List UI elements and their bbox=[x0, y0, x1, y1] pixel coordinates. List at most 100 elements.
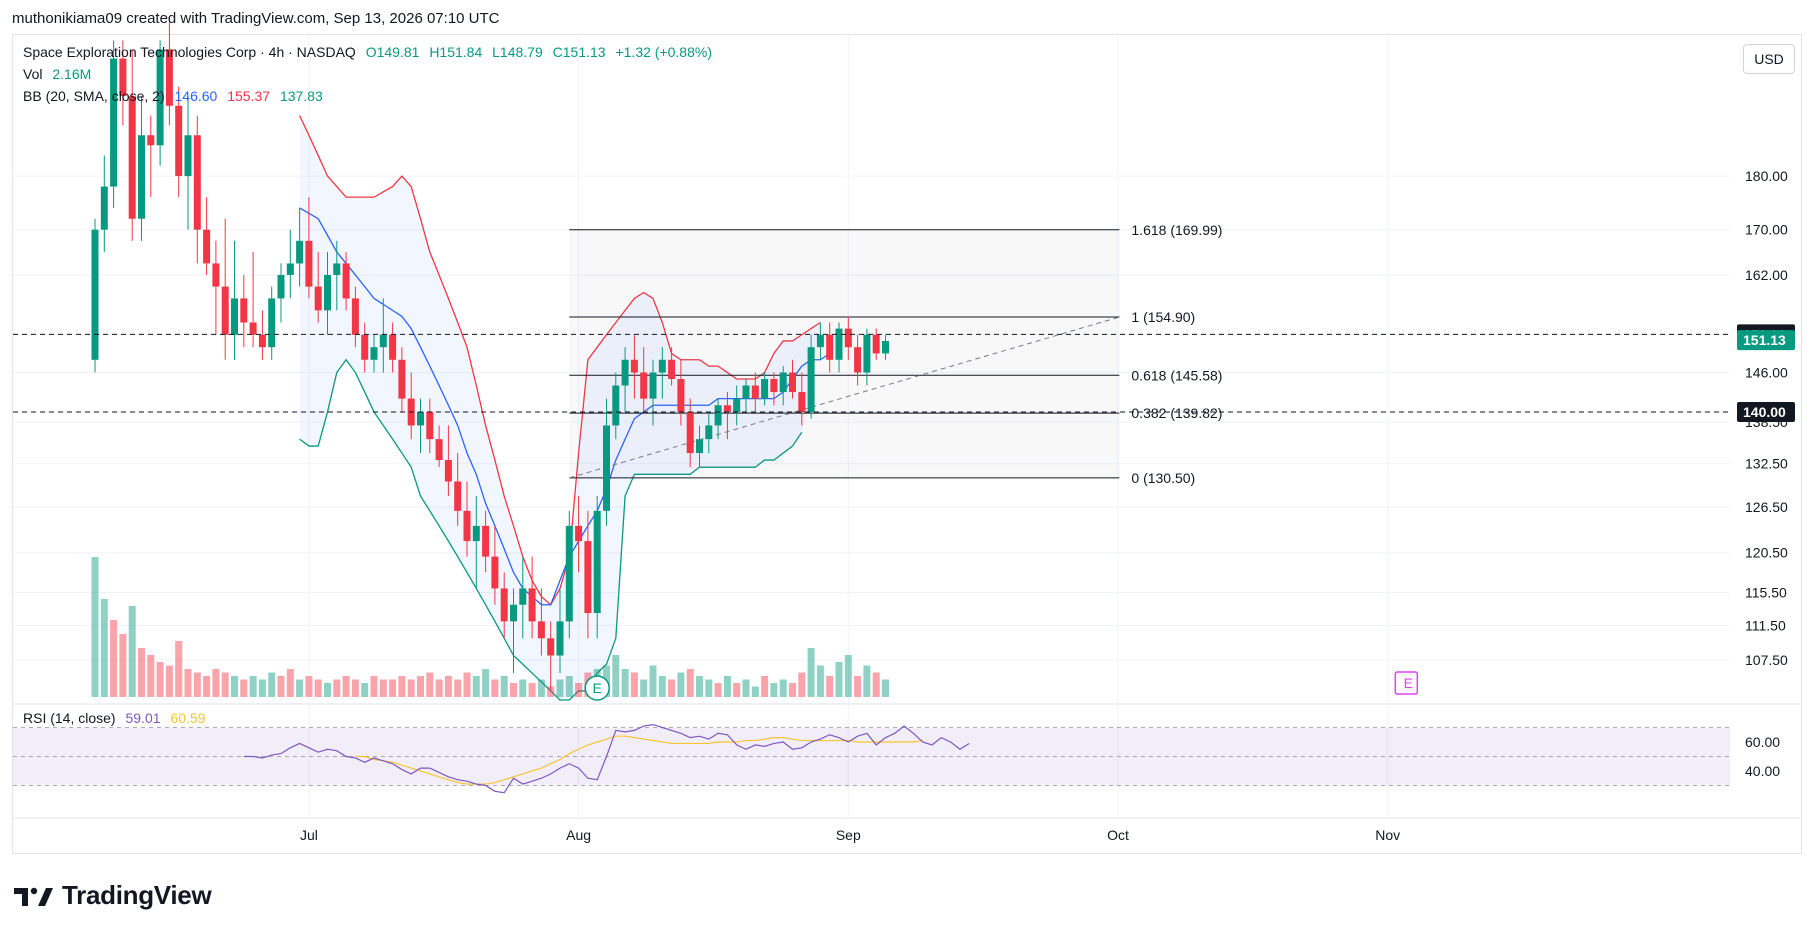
candle-body[interactable] bbox=[314, 286, 322, 311]
candle-body[interactable] bbox=[240, 298, 248, 323]
candle-body[interactable] bbox=[147, 135, 155, 146]
candle-body[interactable] bbox=[249, 322, 257, 335]
candle-body[interactable] bbox=[435, 439, 443, 461]
candle-body[interactable] bbox=[389, 334, 397, 360]
candle-body[interactable] bbox=[770, 379, 778, 393]
candle-body[interactable] bbox=[807, 347, 815, 412]
candle-body[interactable] bbox=[714, 405, 722, 426]
rsi-legend[interactable]: RSI (14, close) 59.01 60.59 bbox=[23, 710, 211, 726]
trendline[interactable] bbox=[569, 316, 1120, 479]
earnings-marker[interactable]: E bbox=[584, 675, 610, 701]
candle-body[interactable] bbox=[500, 588, 508, 622]
candle-body[interactable] bbox=[751, 385, 759, 399]
candle-body[interactable] bbox=[537, 621, 545, 639]
candle-body[interactable] bbox=[184, 135, 192, 177]
symbol-name[interactable]: Space Exploration Technologies Corp · 4h… bbox=[23, 44, 356, 60]
candle-body[interactable] bbox=[258, 334, 266, 348]
candle-body[interactable] bbox=[361, 334, 369, 360]
candle-body[interactable] bbox=[863, 334, 871, 373]
candle-body[interactable] bbox=[221, 286, 229, 335]
candle-body[interactable] bbox=[603, 425, 610, 511]
candle-body[interactable] bbox=[816, 334, 824, 348]
bb-legend[interactable]: BB (20, SMA, close, 2) 146.60 155.37 137… bbox=[23, 88, 329, 104]
candle-body[interactable] bbox=[119, 58, 127, 97]
candle-body[interactable] bbox=[696, 439, 703, 454]
candle-body[interactable] bbox=[417, 411, 424, 426]
candle-body[interactable] bbox=[426, 411, 434, 440]
candle-body[interactable] bbox=[733, 398, 741, 412]
candle-body[interactable] bbox=[296, 240, 304, 264]
candle-body[interactable] bbox=[668, 359, 676, 380]
candle-body[interactable] bbox=[324, 274, 331, 311]
candle-body[interactable] bbox=[621, 359, 629, 386]
candle-body[interactable] bbox=[370, 347, 378, 360]
candle-body[interactable] bbox=[519, 588, 527, 605]
candle-body[interactable] bbox=[491, 556, 499, 589]
volume-bars bbox=[91, 557, 889, 697]
tradingview-logo[interactable]: TradingView bbox=[14, 880, 212, 911]
candle-body[interactable] bbox=[742, 385, 750, 399]
candle-body[interactable] bbox=[277, 274, 285, 299]
candle-body[interactable] bbox=[556, 621, 564, 656]
rsi-line[interactable] bbox=[243, 723, 970, 794]
candle-body[interactable] bbox=[844, 328, 852, 348]
candle-body[interactable] bbox=[193, 135, 201, 230]
candle-body[interactable] bbox=[789, 372, 796, 393]
candle-body[interactable] bbox=[826, 334, 834, 360]
candle-body[interactable] bbox=[835, 328, 843, 360]
candle-body[interactable] bbox=[872, 334, 880, 354]
candle-body[interactable] bbox=[482, 525, 490, 557]
candle-body[interactable] bbox=[705, 425, 713, 440]
candle-body[interactable] bbox=[658, 359, 666, 373]
candle-body[interactable] bbox=[286, 263, 294, 275]
candle-body[interactable] bbox=[342, 263, 350, 299]
candle-body[interactable] bbox=[268, 298, 276, 348]
candle-body[interactable] bbox=[798, 392, 806, 412]
candle-body[interactable] bbox=[156, 49, 164, 146]
candle-body[interactable] bbox=[165, 49, 173, 106]
candle-body[interactable] bbox=[454, 481, 462, 511]
candle-body[interactable] bbox=[686, 411, 694, 454]
bb-basis-line[interactable] bbox=[299, 207, 831, 606]
candle-body[interactable] bbox=[528, 588, 536, 622]
candle-body[interactable] bbox=[231, 298, 238, 335]
rsi-ma-line[interactable] bbox=[355, 735, 923, 785]
candle-body[interactable] bbox=[91, 229, 99, 360]
candle-body[interactable] bbox=[110, 58, 118, 187]
candle-body[interactable] bbox=[640, 372, 648, 399]
candle-body[interactable] bbox=[463, 510, 471, 542]
candle-body[interactable] bbox=[203, 229, 211, 264]
candle-body[interactable] bbox=[444, 460, 452, 482]
fib-retracement: 1.618 (169.99) 1 (154.90) 0.618 (145.58) 0.… bbox=[569, 222, 1222, 486]
candle-body[interactable] bbox=[854, 347, 862, 373]
candle-body[interactable] bbox=[212, 263, 220, 287]
candle-body[interactable] bbox=[630, 359, 638, 373]
candle-body[interactable] bbox=[379, 334, 387, 348]
candle-body[interactable] bbox=[547, 638, 555, 656]
volume-legend[interactable]: Vol 2.16M bbox=[23, 66, 97, 82]
candle-body[interactable] bbox=[565, 525, 573, 622]
candle-body[interactable] bbox=[612, 385, 620, 426]
candle-body[interactable] bbox=[175, 105, 183, 177]
candle-body[interactable] bbox=[398, 359, 406, 399]
earnings-marker[interactable]: E bbox=[1394, 671, 1419, 695]
candle-body[interactable] bbox=[472, 525, 480, 542]
candle-body[interactable] bbox=[584, 541, 592, 614]
currency-button[interactable]: USD bbox=[1743, 44, 1795, 74]
candle-body[interactable] bbox=[128, 96, 136, 219]
candle-body[interactable] bbox=[138, 135, 145, 219]
candle-body[interactable] bbox=[677, 379, 685, 412]
candle-body[interactable] bbox=[649, 372, 657, 399]
candle-body[interactable] bbox=[305, 240, 313, 287]
candle-body[interactable] bbox=[575, 525, 583, 542]
candle-body[interactable] bbox=[351, 298, 359, 335]
candle-body[interactable] bbox=[593, 510, 601, 614]
candle-body[interactable] bbox=[882, 340, 889, 354]
candle-body[interactable] bbox=[761, 379, 769, 399]
candle-body[interactable] bbox=[723, 405, 731, 412]
candle-body[interactable] bbox=[100, 186, 108, 230]
candle-body[interactable] bbox=[333, 263, 341, 275]
candle-body[interactable] bbox=[510, 604, 517, 622]
candle-body[interactable] bbox=[779, 372, 787, 393]
